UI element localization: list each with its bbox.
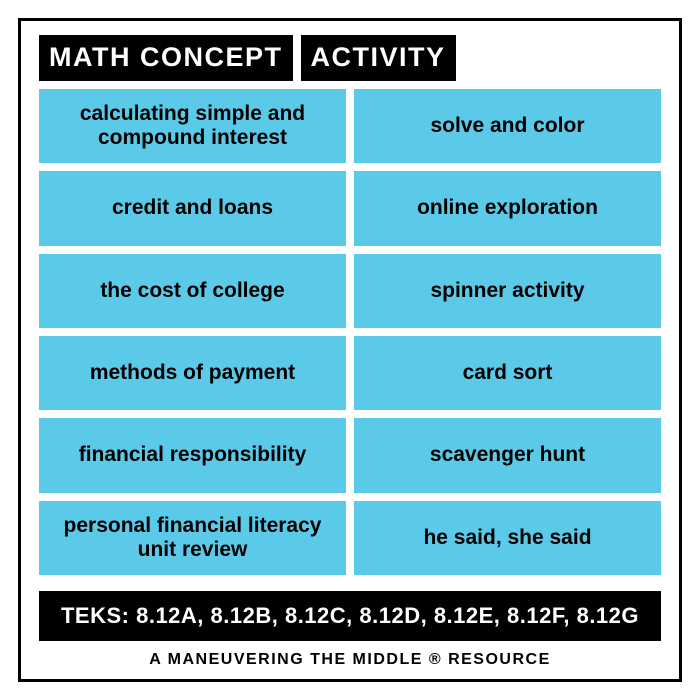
table-header-row: MATH CONCEPT ACTIVITY bbox=[39, 35, 661, 81]
teks-standards: TEKS: 8.12A, 8.12B, 8.12C, 8.12D, 8.12E,… bbox=[39, 591, 661, 641]
concept-cell: methods of payment bbox=[39, 336, 346, 410]
concept-cell: personal financial literacy unit review bbox=[39, 501, 346, 575]
activity-cell: spinner activity bbox=[354, 254, 661, 328]
table-row: personal financial literacy unit review … bbox=[39, 501, 661, 575]
activity-cell: he said, she said bbox=[354, 501, 661, 575]
content-frame: MATH CONCEPT ACTIVITY calculating simple… bbox=[18, 18, 682, 682]
header-activity: ACTIVITY bbox=[301, 35, 456, 81]
activity-cell: scavenger hunt bbox=[354, 418, 661, 492]
concept-cell: credit and loans bbox=[39, 171, 346, 245]
concept-activity-table: MATH CONCEPT ACTIVITY calculating simple… bbox=[39, 35, 661, 641]
table-row: methods of payment card sort bbox=[39, 336, 661, 410]
activity-cell: card sort bbox=[354, 336, 661, 410]
table-row: the cost of college spinner activity bbox=[39, 254, 661, 328]
table-row: financial responsibility scavenger hunt bbox=[39, 418, 661, 492]
concept-cell: the cost of college bbox=[39, 254, 346, 328]
resource-attribution: A MANEUVERING THE MIDDLE ® RESOURCE bbox=[39, 641, 661, 671]
activity-cell: online exploration bbox=[354, 171, 661, 245]
table-row: credit and loans online exploration bbox=[39, 171, 661, 245]
header-math-concept: MATH CONCEPT bbox=[39, 35, 293, 81]
table-row: calculating simple and compound interest… bbox=[39, 89, 661, 163]
concept-cell: calculating simple and compound interest bbox=[39, 89, 346, 163]
concept-cell: financial responsibility bbox=[39, 418, 346, 492]
activity-cell: solve and color bbox=[354, 89, 661, 163]
